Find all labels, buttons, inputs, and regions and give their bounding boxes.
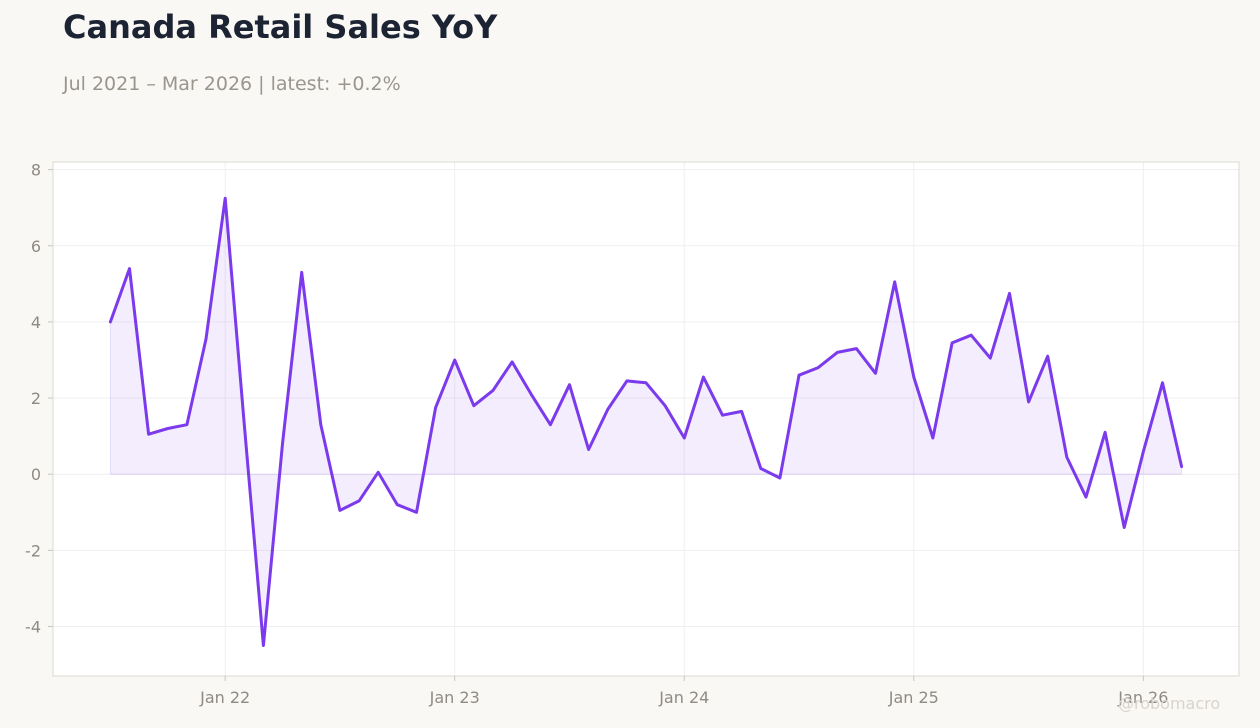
y-tick-label: -4 [25,618,41,637]
y-tick-label: 2 [31,389,41,408]
x-tick-label: Jan 23 [429,688,480,707]
x-tick-label: Jan 25 [888,688,939,707]
plot-area [53,162,1239,676]
plot-border [52,161,1240,677]
chart-subtitle: Jul 2021 – Mar 2026 | latest: +0.2% [63,73,401,95]
x-tick-label: Jan 22 [199,688,250,707]
y-tick-label: 4 [31,313,41,332]
chart-title: Canada Retail Sales YoY [63,8,498,46]
y-tick-label: 6 [31,237,41,256]
y-tick-label: -2 [25,541,41,560]
x-tick-label: Jan 26 [1117,688,1168,707]
y-tick-label: 0 [31,465,41,484]
x-tick-label: Jan 24 [658,688,709,707]
x-axis: Jan 22 Jan 23 Jan 24 Jan 25 Jan 26 [199,676,1168,707]
series-line [108,196,1184,647]
y-tick-label: 8 [31,161,41,180]
watermark: @robomacro [1118,694,1221,713]
y-axis: 8 6 4 2 0 -2 -4 [25,161,53,637]
grid-lines [53,162,1239,676]
